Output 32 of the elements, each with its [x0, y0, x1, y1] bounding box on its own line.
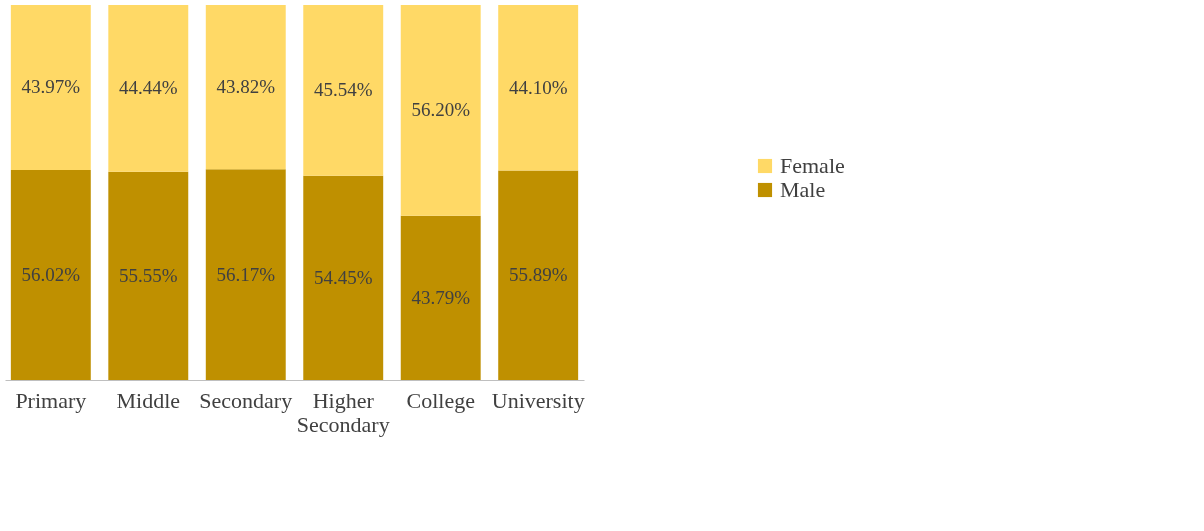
x-tick-label: College	[406, 387, 475, 413]
bar	[10, 5, 91, 170]
x-tick-label: Higher Secondary	[296, 387, 390, 437]
bar	[205, 169, 286, 380]
bar	[498, 170, 579, 380]
data-label: 45.54%	[313, 79, 373, 101]
data-label: 54.45%	[313, 266, 373, 288]
legend-label: Female	[780, 153, 845, 178]
data-label: 55.89%	[508, 264, 568, 286]
bar	[303, 175, 384, 380]
x-tick-label: Middle	[116, 387, 181, 413]
x-tick-label: University	[491, 387, 585, 413]
bar	[10, 169, 91, 380]
x-tick-label: Secondary	[199, 387, 293, 413]
data-label: 44.10%	[508, 76, 568, 98]
data-label: 43.82%	[216, 76, 276, 98]
data-label: 55.55%	[119, 264, 178, 286]
data-label: 56.20%	[411, 99, 471, 121]
bar	[108, 171, 189, 380]
bar	[400, 5, 481, 216]
bar	[400, 215, 481, 380]
data-label: 43.97%	[21, 76, 81, 98]
bar	[205, 5, 286, 170]
bar	[303, 5, 384, 176]
data-label: 56.02%	[21, 263, 81, 285]
bar	[498, 5, 579, 171]
data-label: 43.79%	[411, 286, 471, 308]
data-label: 56.17%	[216, 263, 276, 285]
bar	[108, 5, 189, 172]
legend-label: Male	[780, 177, 826, 202]
data-label: 44.44%	[119, 77, 178, 99]
x-tick-label: Primary	[15, 387, 87, 413]
